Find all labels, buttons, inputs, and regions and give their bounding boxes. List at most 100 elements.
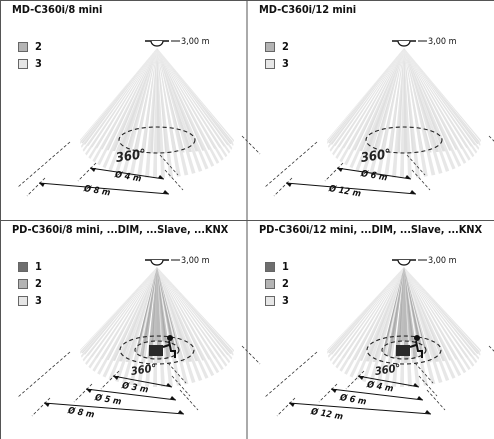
cone-ray bbox=[157, 267, 228, 367]
cone-ray bbox=[80, 48, 157, 141]
cone-ray bbox=[92, 48, 157, 163]
legend-label: 3 bbox=[35, 294, 42, 307]
presence-cone-ray bbox=[386, 267, 404, 358]
cone-ray bbox=[157, 48, 232, 145]
presence-cone-ray bbox=[157, 267, 171, 359]
cone-ray bbox=[404, 48, 480, 150]
cone-ray bbox=[152, 48, 157, 178]
cone-ray bbox=[81, 48, 157, 144]
presence-cone-ray bbox=[152, 267, 157, 342]
cone-ray bbox=[157, 48, 231, 154]
detection-cone-diagram bbox=[17, 40, 261, 197]
legend-label: 2 bbox=[35, 277, 42, 290]
cone-ray bbox=[125, 48, 157, 153]
cone-ray bbox=[327, 267, 404, 354]
legend: 1 2 3 bbox=[18, 258, 42, 309]
cone-ray bbox=[80, 48, 157, 148]
arrowhead bbox=[170, 396, 176, 400]
cone-ray bbox=[404, 48, 450, 172]
extension-line bbox=[159, 154, 179, 176]
cone-ray bbox=[329, 48, 404, 152]
cone-ray bbox=[157, 48, 228, 158]
desk-icon bbox=[396, 345, 410, 356]
extension-line bbox=[26, 177, 46, 197]
cone-ray bbox=[404, 48, 421, 178]
cone-ray bbox=[372, 267, 404, 363]
cone-ray bbox=[157, 48, 234, 143]
extension-line bbox=[318, 383, 338, 403]
cone-ray bbox=[97, 48, 157, 166]
cone-ray bbox=[157, 48, 215, 167]
cone-ray bbox=[157, 267, 231, 364]
arrowhead bbox=[331, 389, 337, 393]
extension-line bbox=[324, 162, 344, 182]
range-boundary-line bbox=[488, 345, 494, 352]
cone-ray bbox=[404, 267, 479, 355]
presence-cone-ray bbox=[157, 267, 179, 348]
cone-ray bbox=[97, 267, 157, 375]
arrowhead bbox=[44, 403, 50, 407]
sensor-icon bbox=[150, 259, 164, 266]
cone-ray bbox=[157, 48, 220, 164]
legend-item: 2 bbox=[18, 275, 42, 292]
cone-ray bbox=[80, 48, 157, 144]
cone-ray bbox=[81, 267, 157, 354]
cone-ray bbox=[157, 267, 234, 353]
cone-ray bbox=[329, 267, 404, 362]
dimension-line bbox=[357, 375, 420, 388]
extension-line bbox=[418, 375, 438, 397]
cone-ray bbox=[404, 267, 432, 363]
arrowhead bbox=[163, 190, 169, 194]
cone-ray bbox=[82, 48, 157, 152]
cone-ray bbox=[339, 267, 404, 372]
extension-line bbox=[414, 362, 434, 384]
range-boundary-line bbox=[241, 135, 261, 155]
presence-cone-ray bbox=[390, 267, 404, 343]
arrowhead bbox=[337, 168, 343, 172]
cone-ray bbox=[82, 267, 157, 362]
arrowhead bbox=[158, 175, 164, 179]
dimension-line bbox=[85, 388, 177, 401]
presence-cone-ray bbox=[404, 267, 426, 348]
legend-item: 1 bbox=[265, 258, 289, 275]
dimension-line bbox=[43, 402, 185, 415]
panel-title: PD-C360i/8 mini, ...DIM, ...Slave, ...KN… bbox=[0, 220, 228, 240]
cone-ray bbox=[362, 48, 404, 173]
legend-label: 2 bbox=[35, 40, 42, 53]
cone-ray bbox=[404, 267, 480, 360]
cone-ray bbox=[380, 48, 404, 153]
dimension-line bbox=[330, 388, 424, 401]
presence-cone-ray bbox=[157, 267, 175, 345]
extension-line bbox=[273, 177, 293, 197]
detection-zone-outline bbox=[118, 126, 196, 154]
detection-zone-outline bbox=[134, 340, 180, 360]
arrowhead bbox=[405, 175, 411, 179]
legend-item: 2 bbox=[265, 38, 289, 55]
presence-cone-ray bbox=[143, 267, 157, 343]
panel-md-c360i-8-mini: MD-C360i/8 mini 2 3 3,00 m 360° Ø 4 m Ø … bbox=[0, 0, 261, 220]
extension-line bbox=[406, 154, 426, 176]
cone-ray bbox=[344, 267, 404, 375]
cone-ray bbox=[399, 48, 404, 178]
arrowhead bbox=[113, 376, 119, 380]
cone-ray bbox=[115, 267, 157, 383]
mounting-height-label: 3,00 m bbox=[181, 256, 210, 266]
cone-ray bbox=[157, 48, 185, 153]
cone-ray bbox=[157, 267, 224, 371]
extension-line bbox=[164, 169, 184, 191]
cone-ray bbox=[157, 48, 166, 178]
cone-ray bbox=[80, 267, 157, 358]
legend-label: 2 bbox=[282, 277, 289, 290]
detection-cone-diagram bbox=[264, 40, 494, 197]
cone-ray bbox=[80, 267, 157, 351]
presence-cone-ray bbox=[394, 267, 404, 359]
detection-zone-outline bbox=[365, 126, 443, 154]
presence-cone-ray bbox=[404, 267, 424, 356]
cone-ray bbox=[369, 48, 404, 175]
cone-ray bbox=[122, 267, 157, 384]
legend: 1 2 3 bbox=[265, 258, 289, 309]
legend: 2 3 bbox=[18, 38, 42, 72]
detection-cone-diagram bbox=[264, 259, 494, 417]
cone-ray bbox=[157, 48, 233, 150]
cone-ray bbox=[157, 48, 234, 146]
